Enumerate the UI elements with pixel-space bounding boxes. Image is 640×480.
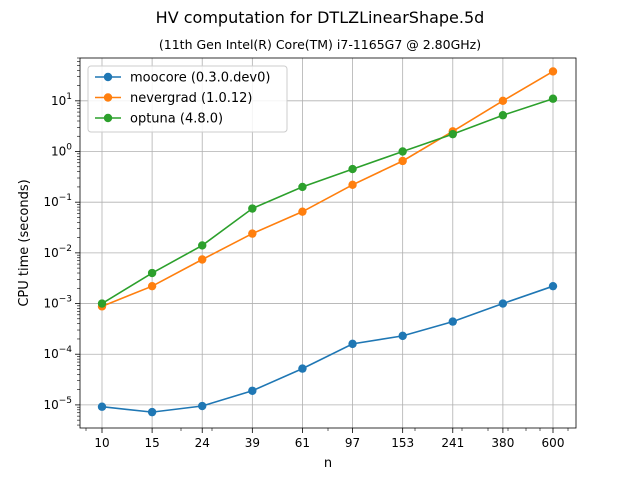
chart-title: HV computation for DTLZLinearShape.5d bbox=[155, 8, 485, 27]
y-tick-label: 101 bbox=[51, 92, 72, 108]
series-group bbox=[97, 67, 558, 311]
series-line bbox=[101, 70, 554, 308]
plot-frame bbox=[79, 57, 577, 429]
y-tick-label: 10−5 bbox=[43, 396, 72, 412]
data-point bbox=[548, 94, 558, 103]
legend: moocore (0.3.0.dev0) nevergrad (1.0.12) op… bbox=[87, 65, 288, 133]
data-point bbox=[147, 268, 157, 278]
data-point bbox=[198, 241, 207, 250]
data-point bbox=[248, 229, 257, 238]
y-tick-label: 10−1 bbox=[43, 193, 72, 209]
series-line bbox=[101, 97, 554, 305]
data-point bbox=[298, 207, 307, 216]
y-tick-label: 10−4 bbox=[43, 345, 72, 361]
data-point bbox=[398, 147, 407, 156]
data-point bbox=[198, 255, 207, 264]
data-point bbox=[498, 96, 508, 106]
data-point bbox=[298, 182, 307, 192]
x-tick-label: 380 bbox=[491, 436, 514, 450]
data-point bbox=[348, 180, 357, 190]
data-point bbox=[147, 281, 157, 291]
x-tick-label: 39 bbox=[245, 436, 260, 450]
data-point bbox=[548, 281, 558, 291]
legend-box bbox=[87, 65, 288, 133]
x-tick-label: 97 bbox=[345, 436, 360, 450]
series-group bbox=[97, 281, 558, 417]
data-point bbox=[147, 407, 157, 417]
data-point bbox=[348, 339, 357, 349]
x-tick-label: 153 bbox=[391, 436, 414, 450]
data-point bbox=[398, 331, 407, 341]
data-point bbox=[348, 164, 357, 174]
data-point bbox=[498, 111, 508, 120]
x-tick-label: 600 bbox=[542, 436, 565, 450]
x-tick-label: 241 bbox=[441, 436, 464, 450]
series-layer bbox=[97, 67, 558, 417]
data-point bbox=[448, 317, 457, 326]
x-tick-label: 61 bbox=[295, 436, 310, 450]
data-point bbox=[248, 204, 257, 213]
data-point bbox=[198, 401, 207, 411]
legend-swatch-marker bbox=[103, 113, 113, 123]
chart-subtitle: (11th Gen Intel(R) Core(TM) i7-1165G7 @ … bbox=[158, 37, 482, 52]
x-tick-label: 24 bbox=[195, 436, 210, 450]
y-axis-label: CPU time (seconds) bbox=[17, 179, 32, 306]
y-tick-label: 10−3 bbox=[43, 295, 72, 311]
data-point bbox=[97, 299, 107, 308]
axes: 10 15 24 39 61 97 153 241 380 600 10−5 10−4 10−3 10−2… bbox=[43, 57, 577, 450]
x-axis-label: n bbox=[324, 456, 332, 471]
series-group bbox=[97, 94, 558, 308]
y-tick-label: 100 bbox=[51, 143, 72, 159]
y-tick-label: 10−2 bbox=[43, 244, 72, 260]
data-point bbox=[448, 129, 457, 139]
legend-label: nevergrad (1.0.12) bbox=[130, 91, 252, 106]
data-point bbox=[548, 67, 558, 76]
data-point bbox=[298, 364, 307, 373]
data-point bbox=[248, 386, 257, 395]
x-tick-label: 15 bbox=[144, 436, 159, 450]
data-point bbox=[498, 299, 508, 308]
grid bbox=[80, 58, 576, 428]
legend-label: moocore (0.3.0.dev0) bbox=[130, 71, 270, 86]
legend-swatch-marker bbox=[103, 72, 113, 82]
legend-label: optuna (4.8.0) bbox=[130, 112, 223, 127]
data-point bbox=[97, 402, 107, 411]
x-tick-label: 10 bbox=[94, 436, 109, 450]
data-point bbox=[398, 156, 407, 166]
series-line bbox=[101, 285, 554, 413]
legend-swatch-marker bbox=[103, 93, 113, 102]
